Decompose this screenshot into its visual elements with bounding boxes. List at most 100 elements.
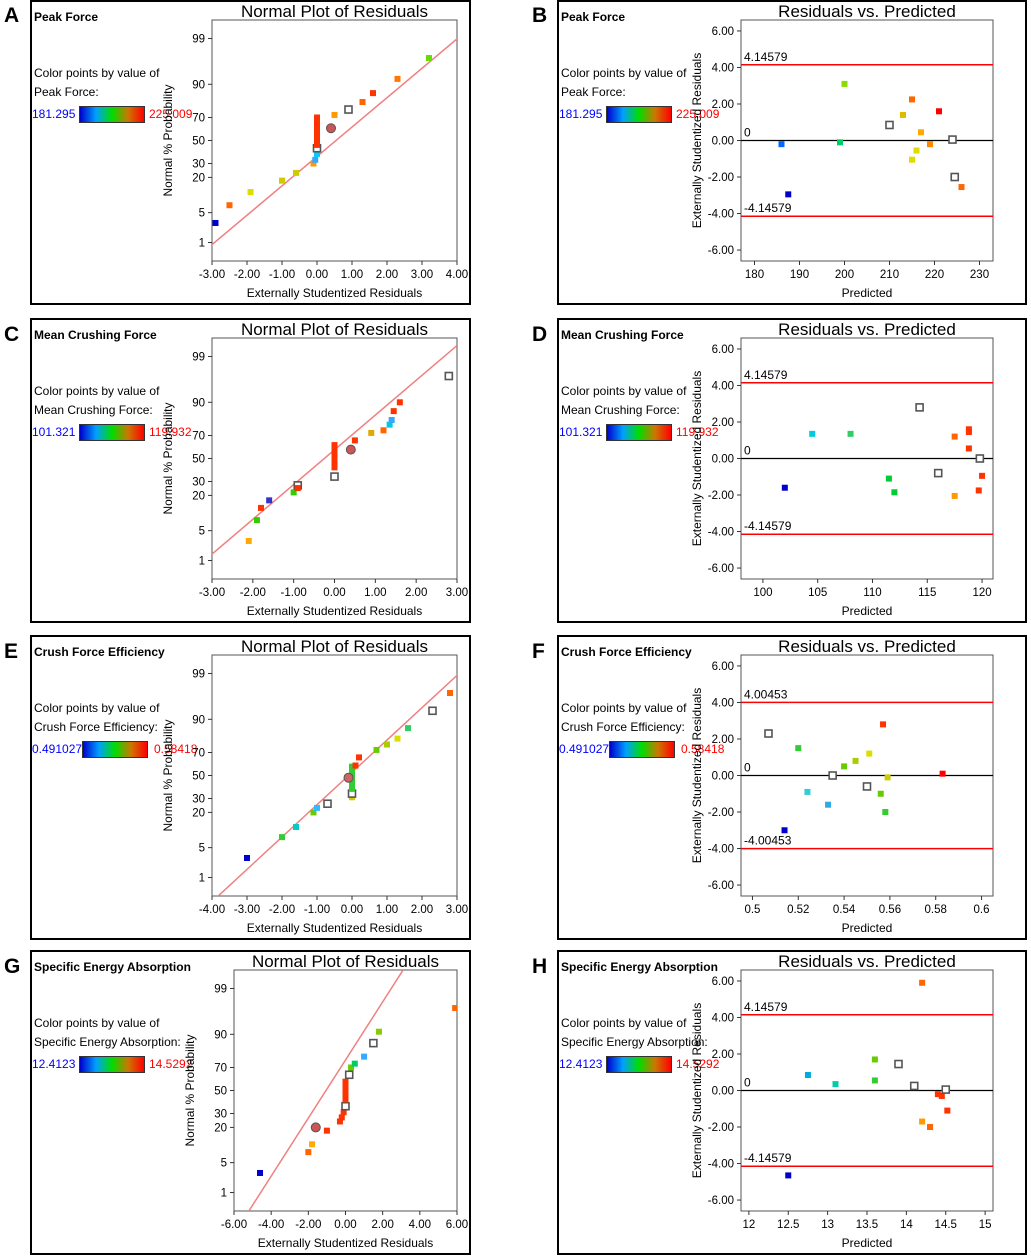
legend-max-value: 0.58418 [681, 742, 725, 756]
y-tick-label: 0.00 [712, 771, 734, 783]
data-point [871, 1077, 878, 1084]
y-tick-label: -2.00 [708, 490, 734, 502]
data-point [915, 403, 924, 412]
color-by-variable: Peak Force: [34, 85, 99, 99]
data-point [918, 129, 924, 136]
x-tick-label: 190 [790, 269, 809, 281]
data-point [331, 446, 338, 453]
legend-gradient-bar [79, 424, 145, 441]
x-tick-label: 1.00 [341, 269, 363, 281]
data-point [279, 834, 285, 841]
panel-letter-c: C [4, 323, 20, 346]
data-point [349, 768, 355, 775]
y-tick-label: 5 [199, 526, 205, 538]
y-tick-label: 5 [221, 1158, 227, 1170]
y-tick-label: -4.00 [708, 844, 734, 856]
plot-area [741, 382, 993, 535]
data-point [866, 750, 873, 757]
y-tick-label: 70 [192, 431, 205, 443]
y-axis-label: Externally Studentized Residuals [690, 688, 704, 863]
data-point [975, 454, 985, 463]
y-tick-label: 6.00 [712, 661, 734, 673]
data-point [314, 118, 320, 125]
color-by-label: Color points by value of Peak Force: [34, 64, 159, 102]
y-tick-label: -6.00 [708, 880, 734, 892]
x-tick-label: 14.5 [935, 1219, 957, 1231]
data-point [885, 120, 894, 130]
y-tick-label: 20 [192, 807, 205, 819]
x-tick-label: -2.00 [295, 1219, 321, 1231]
y-tick-label: 4.00 [712, 380, 734, 392]
data-point [426, 55, 432, 62]
data-point [975, 487, 982, 494]
data-point [293, 169, 299, 176]
legend-gradient-bar [606, 1056, 672, 1073]
x-tick-label: -1.00 [269, 269, 295, 281]
x-tick-label: -4.00 [258, 1219, 284, 1231]
y-axis-label: Normal % Probability [183, 1034, 197, 1146]
x-axis-label: Predicted [842, 921, 893, 935]
y-tick-label: 20 [192, 490, 205, 502]
data-point [927, 141, 933, 148]
x-tick-label: -2.00 [269, 904, 295, 916]
chart-title: Normal Plot of Residuals [241, 2, 428, 21]
color-by-variable: Mean Crushing Force: [34, 403, 153, 417]
data-point [781, 827, 788, 834]
data-point [344, 105, 353, 114]
data-point [257, 1169, 264, 1176]
data-point [349, 776, 355, 783]
color-by-prefix: Color points by value of [34, 384, 160, 398]
y-tick-label: -6.00 [708, 245, 734, 257]
data-point [900, 111, 906, 118]
y-axis-label: Normal % Probability [161, 719, 175, 831]
data-point [778, 141, 785, 148]
legend-min-value: 12.4123 [559, 1057, 603, 1071]
data-point [965, 426, 972, 433]
panel-c: Mean Crushing Force Color points by value… [30, 318, 471, 623]
panel-f: Crush Force Efficiency Color points by va… [557, 635, 1027, 940]
y-tick-label: 70 [214, 1063, 227, 1075]
data-point [247, 189, 254, 196]
data-point [891, 489, 898, 496]
x-tick-label: 3.00 [446, 587, 468, 599]
y-tick-label: -2.00 [708, 1122, 734, 1134]
data-point [847, 430, 854, 437]
data-point [253, 517, 260, 524]
data-point [314, 150, 320, 157]
x-axis-label: Externally Studentized Residuals [258, 1236, 433, 1250]
x-tick-label: 0.6 [974, 904, 990, 916]
y-tick-label: -4.00 [708, 527, 734, 539]
y-tick-label: 99 [192, 33, 205, 45]
data-point [447, 690, 453, 697]
data-point [340, 1109, 347, 1116]
panel-d: Mean Crushing Force Color points by value… [557, 318, 1027, 623]
y-tick-label: 0.00 [712, 136, 734, 148]
x-tick-label: 1.00 [364, 587, 386, 599]
data-point [314, 141, 320, 148]
data-point [781, 484, 788, 491]
x-tick-label: 0.00 [341, 904, 363, 916]
y-axis-label: Normal % Probability [161, 84, 175, 196]
data-point [852, 757, 859, 764]
x-tick-label: 0.52 [787, 904, 809, 916]
data-point [909, 1081, 919, 1091]
plot-frame [233, 969, 458, 1212]
plot-area [212, 37, 457, 246]
x-tick-label: 220 [925, 269, 944, 281]
data-point [894, 1059, 903, 1069]
zero-label: 0 [744, 444, 751, 458]
legend-gradient-bar [79, 1056, 145, 1073]
panel-letter-b: B [532, 4, 548, 27]
legend-max-value: 225.009 [676, 107, 720, 121]
y-tick-label: 6.00 [712, 26, 734, 38]
x-tick-label: 0.58 [925, 904, 947, 916]
data-point [314, 128, 320, 135]
data-point [342, 1091, 349, 1098]
legend-min-value: 181.295 [32, 107, 76, 121]
data-point [331, 464, 338, 471]
y-tick-label: 5 [199, 208, 205, 220]
data-point [804, 788, 811, 795]
x-tick-label: -4.00 [199, 904, 225, 916]
y-tick-label: 30 [192, 476, 205, 488]
x-tick-label: -1.00 [304, 904, 330, 916]
